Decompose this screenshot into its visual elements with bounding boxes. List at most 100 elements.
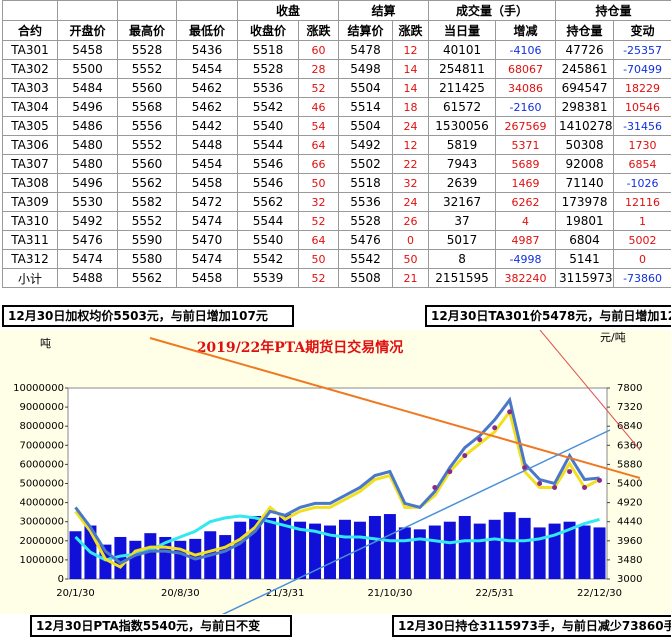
point bbox=[462, 453, 468, 459]
table-cell: TA309 bbox=[2, 192, 58, 212]
table-cell: 10546 bbox=[613, 97, 671, 117]
table-cell: 5689 bbox=[495, 154, 557, 174]
table-cell: 34086 bbox=[495, 78, 557, 98]
table-cell: 5017 bbox=[428, 230, 497, 250]
table-cell: 1 bbox=[613, 211, 671, 231]
table-cell: 5488 bbox=[57, 268, 118, 288]
x-tick-label: 22/5/31 bbox=[475, 588, 514, 599]
table-cell: 6262 bbox=[495, 192, 557, 212]
table-cell: 5552 bbox=[117, 59, 177, 79]
header-cell: 涨跌 bbox=[392, 20, 430, 41]
y2-tick-label: 5880 bbox=[617, 459, 642, 470]
y2-tick-label: 3960 bbox=[617, 536, 642, 547]
trend-line bbox=[221, 429, 611, 614]
bar bbox=[249, 515, 262, 579]
y-tick-label: 10000000 bbox=[13, 383, 64, 394]
table-cell: 5590 bbox=[117, 230, 177, 250]
table-cell: 5546 bbox=[237, 173, 299, 193]
table-cell: TA304 bbox=[2, 97, 58, 117]
table-cell: 18229 bbox=[613, 78, 671, 98]
point bbox=[582, 484, 588, 490]
header-cell: 收盘 bbox=[236, 0, 340, 21]
bar bbox=[398, 527, 411, 579]
table-cell: 0 bbox=[613, 249, 671, 269]
table-cell: 5528 bbox=[237, 59, 299, 79]
table-cell: 5458 bbox=[176, 268, 238, 288]
table-cell: 5542 bbox=[237, 249, 299, 269]
table-cell: 5480 bbox=[57, 135, 118, 155]
table-cell: 5458 bbox=[57, 40, 118, 60]
table-cell: TA312 bbox=[2, 249, 58, 269]
table-row: TA302 5500 5552 5454 5528 28 5498 14 254811 68067… bbox=[2, 59, 671, 79]
table-cell: 54 bbox=[297, 116, 340, 136]
table-cell: 5498 bbox=[338, 59, 394, 79]
table-cell: 5528 bbox=[338, 211, 394, 231]
table-cell: -31456 bbox=[613, 116, 671, 136]
point bbox=[492, 425, 498, 431]
table-cell: 8 bbox=[428, 249, 497, 269]
table-cell: TA306 bbox=[2, 135, 58, 155]
bar bbox=[593, 527, 606, 579]
bar bbox=[174, 540, 187, 579]
point bbox=[432, 484, 438, 490]
table-cell: 1730 bbox=[613, 135, 671, 155]
x-tick-label: 20/8/30 bbox=[161, 588, 200, 599]
header-cell: 当日量 bbox=[428, 20, 497, 41]
table-cell: 5536 bbox=[338, 192, 394, 212]
table-cell: 267569 bbox=[495, 116, 557, 136]
bar bbox=[129, 540, 142, 579]
header-cell: 收盘价 bbox=[237, 20, 299, 41]
table-cell: 14 bbox=[392, 59, 430, 79]
header-cell: 涨跌 bbox=[297, 20, 340, 41]
table-cell: 92008 bbox=[555, 154, 615, 174]
table-cell: 5502 bbox=[338, 154, 394, 174]
table-cell: 5580 bbox=[117, 249, 177, 269]
table-cell: 5562 bbox=[237, 192, 299, 212]
bar bbox=[548, 523, 561, 579]
y-tick-label: 4000000 bbox=[19, 498, 64, 509]
table-cell: 5544 bbox=[237, 135, 299, 155]
table-cell: -70499 bbox=[613, 59, 671, 79]
table-cell: 40101 bbox=[428, 40, 497, 60]
point bbox=[597, 477, 603, 483]
table-cell: 4987 bbox=[495, 230, 557, 250]
table-cell: 5002 bbox=[613, 230, 671, 250]
point bbox=[552, 484, 558, 490]
table-cell: 5470 bbox=[176, 230, 238, 250]
table-cell: -25357 bbox=[613, 40, 671, 60]
table-cell: 5504 bbox=[338, 78, 394, 98]
bar bbox=[114, 536, 127, 579]
header-cell: 结算价 bbox=[338, 20, 394, 41]
table-cell: 5540 bbox=[237, 116, 299, 136]
bar bbox=[69, 531, 82, 579]
bar bbox=[279, 514, 292, 579]
table-cell: 5141 bbox=[555, 249, 615, 269]
bar bbox=[458, 515, 471, 579]
table-cell: TA307 bbox=[2, 154, 58, 174]
chart-title: 2019/22年PTA期货日交易情况 bbox=[197, 339, 404, 356]
header-cell bbox=[176, 0, 238, 21]
table-cell: 24 bbox=[392, 192, 430, 212]
table-cell: 2639 bbox=[428, 173, 497, 193]
table-cell: TA303 bbox=[2, 78, 58, 98]
header-cell: 开盘价 bbox=[57, 20, 118, 41]
table-row: TA309 5530 5582 5472 5562 32 5536 24 32167 6262 17… bbox=[2, 192, 671, 212]
table-cell: 小计 bbox=[2, 268, 58, 288]
table-cell: 50 bbox=[392, 249, 430, 269]
table-cell: 5560 bbox=[117, 154, 177, 174]
table-cell: 5472 bbox=[176, 192, 238, 212]
table-cell: 6854 bbox=[613, 154, 671, 174]
table-cell: TA311 bbox=[2, 230, 58, 250]
table-cell: 173978 bbox=[555, 192, 615, 212]
header-cell bbox=[2, 0, 58, 21]
table-cell: 5518 bbox=[338, 173, 394, 193]
table-cell: TA301 bbox=[2, 40, 58, 60]
table-cell: 28 bbox=[297, 59, 340, 79]
y2-tick-label: 6360 bbox=[617, 440, 642, 451]
header-cell: 成交量（手） bbox=[428, 0, 557, 21]
table-cell: 50 bbox=[297, 173, 340, 193]
bar bbox=[294, 521, 307, 579]
y-tick-label: 0 bbox=[58, 574, 64, 585]
table-cell: 14 bbox=[392, 78, 430, 98]
table-row: TA308 5496 5562 5458 5546 50 5518 32 2639 1469 711… bbox=[2, 173, 671, 193]
